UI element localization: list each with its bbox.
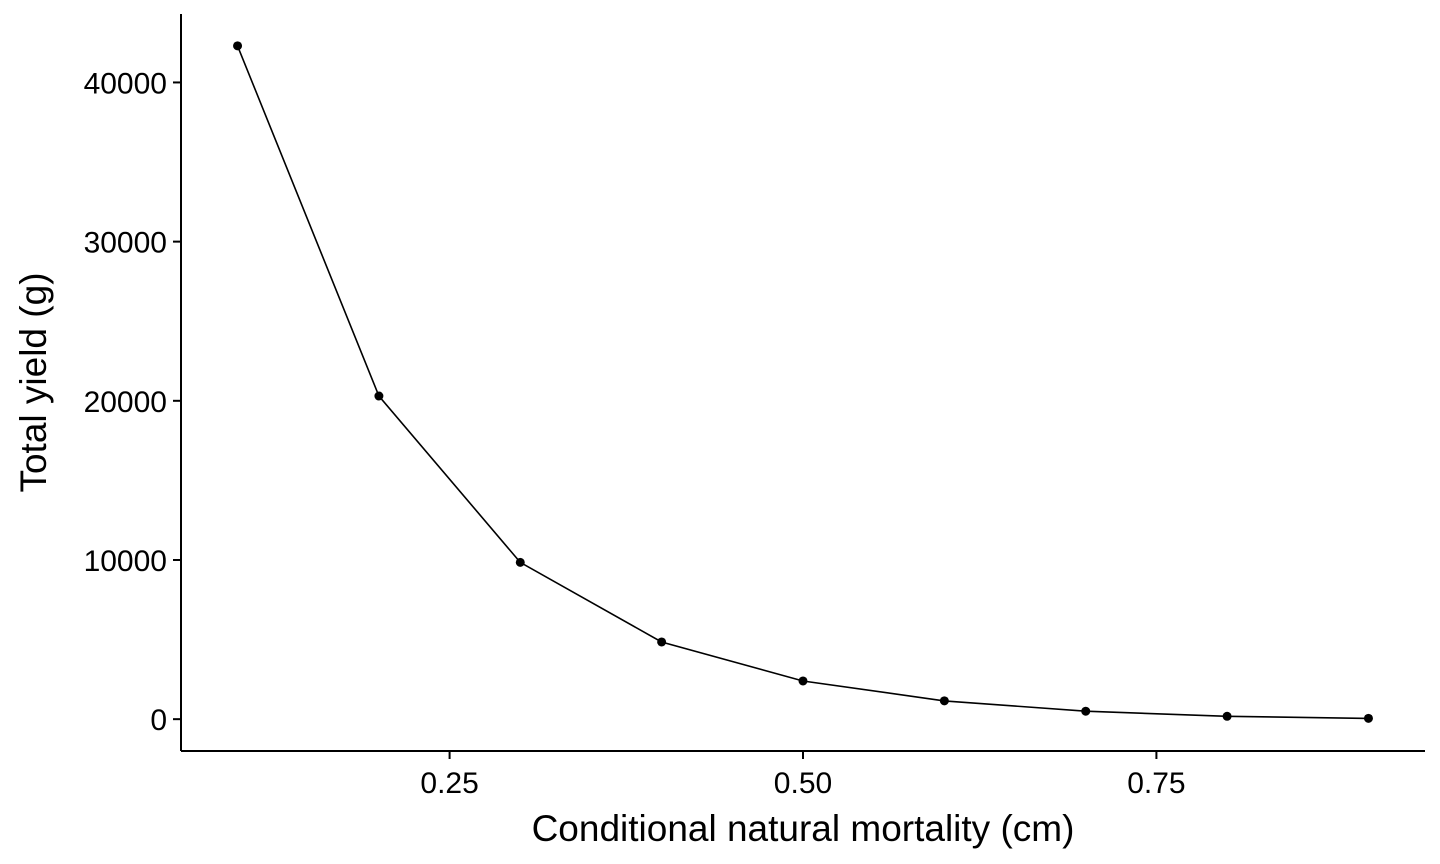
x-tick-label: 0.25 <box>420 767 478 800</box>
x-axis-title: Conditional natural mortality (cm) <box>532 808 1075 849</box>
data-point <box>657 637 667 647</box>
y-tick-label: 0 <box>150 704 167 737</box>
x-tick-label: 0.50 <box>774 767 832 800</box>
data-point <box>939 696 949 706</box>
y-tick-label: 10000 <box>84 545 167 578</box>
data-point <box>798 676 808 686</box>
data-point <box>1222 711 1232 721</box>
y-tick-label: 20000 <box>84 386 167 419</box>
data-points <box>233 41 1373 723</box>
data-point <box>1363 713 1373 723</box>
y-tick-label: 40000 <box>84 67 167 100</box>
x-axis-ticks: 0.25 0.50 0.75 <box>420 751 1186 800</box>
data-point <box>374 391 384 401</box>
x-tick-label: 0.75 <box>1127 767 1185 800</box>
plot-area: 0 10000 20000 30000 40000 0.25 0.50 0.75 <box>84 14 1425 800</box>
data-point <box>515 557 525 567</box>
y-axis-ticks: 0 10000 20000 30000 40000 <box>84 67 181 737</box>
data-point <box>233 41 243 51</box>
data-point <box>1081 706 1091 716</box>
y-axis-title: Total yield (g) <box>13 272 54 492</box>
y-tick-label: 30000 <box>84 227 167 260</box>
